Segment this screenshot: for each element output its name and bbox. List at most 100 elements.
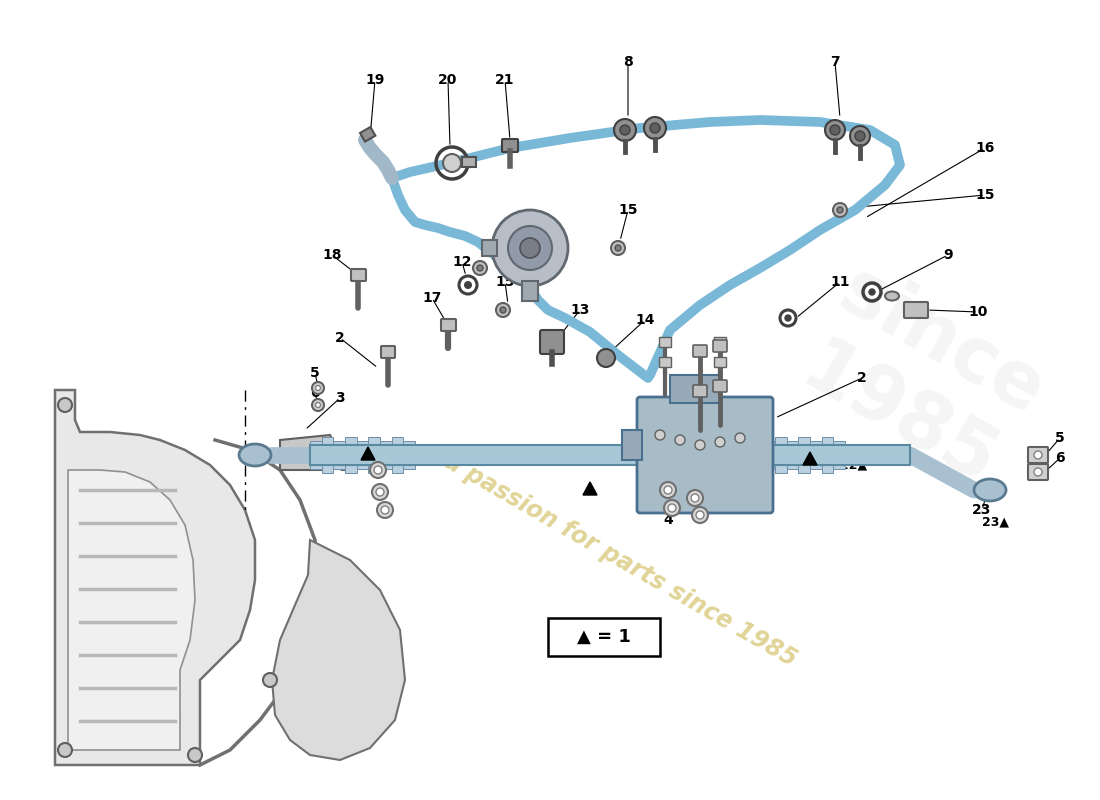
Circle shape [597,349,615,367]
Text: 22▲: 22▲ [353,458,380,471]
Bar [763,441,776,469]
Circle shape [496,303,510,317]
FancyBboxPatch shape [713,340,727,352]
Circle shape [520,238,540,258]
Circle shape [443,154,461,172]
Bar [822,437,834,473]
Text: 15: 15 [976,188,994,202]
FancyBboxPatch shape [502,139,518,152]
Text: 13: 13 [570,303,590,317]
Bar [333,441,345,469]
Text: since
1985: since 1985 [783,255,1056,505]
Circle shape [785,315,791,321]
Circle shape [508,226,552,270]
Text: 8: 8 [623,55,632,69]
FancyBboxPatch shape [713,380,727,392]
FancyBboxPatch shape [441,319,456,331]
Circle shape [850,126,870,146]
Circle shape [372,484,388,500]
Circle shape [464,281,472,289]
Circle shape [377,502,393,518]
Circle shape [473,261,487,275]
Bar [834,441,845,469]
Circle shape [492,210,568,286]
Text: 2: 2 [857,371,867,385]
Bar [462,157,476,167]
Bar [621,430,642,460]
FancyBboxPatch shape [1028,464,1048,480]
Circle shape [688,490,703,506]
Text: 12: 12 [452,255,472,269]
Circle shape [869,289,874,295]
FancyBboxPatch shape [540,330,564,354]
Text: 23: 23 [972,503,992,517]
FancyBboxPatch shape [1028,447,1048,463]
FancyBboxPatch shape [637,397,773,513]
Circle shape [696,511,704,519]
Bar [776,437,786,473]
Circle shape [1034,451,1042,459]
Text: 21: 21 [495,73,515,87]
Bar [751,437,763,473]
Bar [522,281,538,301]
Circle shape [610,241,625,255]
Bar [379,441,392,469]
Circle shape [644,117,666,139]
Ellipse shape [974,479,1006,501]
Text: 23: 23 [340,445,360,459]
Circle shape [664,500,680,516]
Circle shape [381,506,389,514]
Bar [310,445,910,465]
Polygon shape [361,447,375,460]
Bar [740,441,751,469]
Text: 15: 15 [618,203,638,217]
Bar [786,441,799,469]
Text: 6: 6 [1055,451,1065,465]
Circle shape [374,466,382,474]
Text: 10: 10 [968,305,988,319]
Circle shape [500,307,506,313]
Circle shape [692,507,708,523]
Circle shape [855,131,865,141]
Bar [310,441,321,469]
Circle shape [312,382,324,394]
Bar [368,437,379,473]
Circle shape [614,119,636,141]
Circle shape [58,398,72,412]
Text: 4: 4 [375,453,385,467]
Polygon shape [803,452,817,465]
Text: 5: 5 [1055,431,1065,445]
Circle shape [715,437,725,447]
Text: 22: 22 [368,445,387,459]
Circle shape [735,433,745,443]
Bar [548,618,660,656]
Text: 3: 3 [644,475,652,489]
Text: 22: 22 [828,445,848,459]
Bar [670,375,720,403]
Circle shape [650,123,660,133]
Text: 5: 5 [310,366,320,380]
Text: 23▲: 23▲ [982,515,1009,529]
Circle shape [830,125,840,135]
Polygon shape [55,390,255,765]
Ellipse shape [886,291,899,301]
Circle shape [837,207,843,213]
Bar [714,357,726,367]
Text: 18: 18 [322,248,342,262]
Text: 20: 20 [438,73,458,87]
FancyBboxPatch shape [693,345,707,357]
Circle shape [263,673,277,687]
Text: 19: 19 [365,73,385,87]
Bar [482,240,497,256]
Ellipse shape [239,444,271,466]
Text: 22▲: 22▲ [840,458,867,471]
Circle shape [1034,468,1042,476]
Text: 14: 14 [636,313,654,327]
Circle shape [654,430,666,440]
Text: ▲ = 1: ▲ = 1 [578,628,631,646]
Bar [392,437,404,473]
Circle shape [691,494,698,502]
Circle shape [188,748,202,762]
Text: 7: 7 [830,55,839,69]
Polygon shape [68,470,195,750]
